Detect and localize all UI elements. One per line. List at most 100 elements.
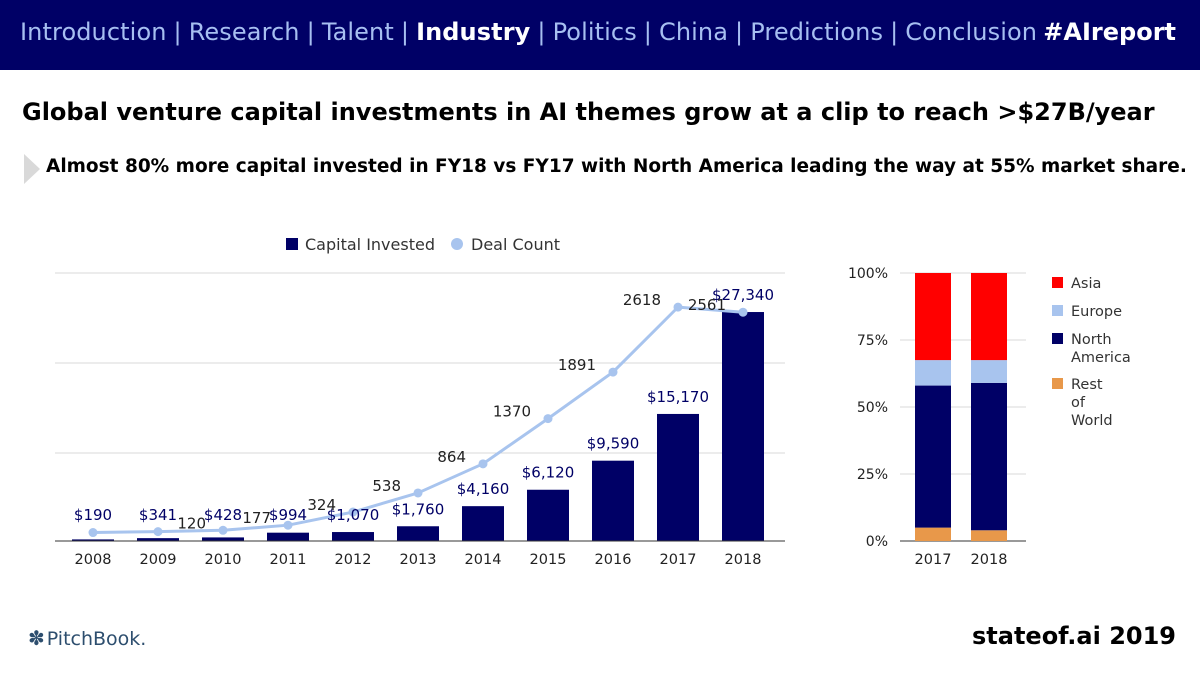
point-deal-count-2018 bbox=[738, 307, 748, 317]
legend-swatch-capital-invested bbox=[286, 238, 298, 250]
data-label-capital-2012: $1,070 bbox=[327, 506, 380, 524]
nav-item-talent[interactable]: Talent bbox=[321, 18, 394, 46]
stacked-legend-swatch-asia bbox=[1052, 277, 1063, 288]
stacked-legend-label-north-america: North America bbox=[1071, 332, 1131, 366]
stacked-segment-rest-of-world-2017 bbox=[915, 527, 951, 541]
stacked-segment-europe-2018 bbox=[971, 360, 1007, 383]
data-label-deal-count-2012: 324 bbox=[307, 496, 336, 514]
nav-item-politics[interactable]: Politics bbox=[552, 18, 637, 46]
bar-capital-2014 bbox=[462, 506, 504, 541]
nav-separator: | bbox=[890, 18, 899, 46]
data-label-capital-2013: $1,760 bbox=[392, 500, 445, 518]
bar-capital-2013 bbox=[397, 526, 439, 541]
data-label-capital-2011: $994 bbox=[269, 506, 307, 524]
data-label-deal-count-2014: 864 bbox=[437, 448, 466, 466]
x-tick-2017: 2017 bbox=[660, 552, 697, 568]
stacked-y-tick: 25% bbox=[857, 467, 888, 483]
data-label-capital-2008: $190 bbox=[74, 506, 112, 524]
footer-brand: stateof.ai 2019 bbox=[971, 622, 1176, 650]
pitchbook-logo-text: PitchBook. bbox=[46, 628, 147, 650]
x-tick-2014: 2014 bbox=[465, 552, 502, 568]
stacked-legend-swatch-europe bbox=[1052, 305, 1063, 316]
point-deal-count-2010 bbox=[218, 525, 228, 535]
x-tick-2008: 2008 bbox=[75, 552, 112, 568]
stacked-legend-label-line: of bbox=[1071, 395, 1086, 411]
stacked-legend-label-asia: Asia bbox=[1071, 276, 1101, 292]
pitchbook-logo: ✽ PitchBook. bbox=[28, 626, 146, 650]
nav-item-introduction[interactable]: Introduction bbox=[20, 18, 167, 46]
point-deal-count-2008 bbox=[88, 528, 98, 538]
x-tick-2016: 2016 bbox=[595, 552, 632, 568]
nav-separator: | bbox=[735, 18, 744, 46]
point-deal-count-2017 bbox=[673, 302, 683, 312]
nav-separator: | bbox=[537, 18, 546, 46]
data-label-deal-count-2013: 538 bbox=[372, 477, 401, 495]
data-label-deal-count-2015: 1370 bbox=[493, 403, 531, 421]
stacked-segment-north-america-2018 bbox=[971, 382, 1007, 531]
x-tick-2009: 2009 bbox=[140, 552, 177, 568]
bar-capital-2010 bbox=[202, 537, 244, 541]
stacked-x-tick-2017: 2017 bbox=[915, 552, 952, 568]
data-label-deal-count-2016: 1891 bbox=[558, 356, 596, 374]
point-deal-count-2012 bbox=[348, 507, 358, 517]
stacked-x-tick-2018: 2018 bbox=[971, 552, 1008, 568]
bar-capital-2008 bbox=[72, 539, 114, 541]
section-nav: Introduction | Research | Talent | Industry | Po… bbox=[20, 18, 1037, 46]
stacked-legend-label-europe: Europe bbox=[1071, 304, 1122, 320]
bar-capital-2018 bbox=[722, 312, 764, 541]
bar-capital-2012 bbox=[332, 532, 374, 541]
stacked-segment-europe-2017 bbox=[915, 360, 951, 386]
deal-count-line bbox=[92, 305, 744, 535]
point-deal-count-2015 bbox=[543, 414, 553, 424]
bar-capital-2016 bbox=[592, 460, 634, 541]
point-deal-count-2009 bbox=[153, 527, 163, 537]
data-label-capital-2017: $15,170 bbox=[647, 388, 709, 406]
x-tick-2011: 2011 bbox=[270, 552, 307, 568]
point-deal-count-2011 bbox=[283, 520, 293, 530]
stacked-segment-rest-of-world-2018 bbox=[971, 530, 1007, 541]
data-label-deal-count-2010: 120 bbox=[177, 514, 206, 532]
page-title: Global venture capital investments in AI… bbox=[22, 98, 1155, 126]
nav-item-research[interactable]: Research bbox=[188, 18, 300, 46]
nav-item-conclusion[interactable]: Conclusion bbox=[905, 18, 1038, 46]
stacked-y-tick: 50% bbox=[857, 400, 888, 416]
stacked-legend-label-line: World bbox=[1071, 413, 1113, 429]
data-label-capital-2014: $4,160 bbox=[457, 480, 510, 498]
data-label-deal-count-2018: 2561 bbox=[688, 296, 726, 314]
nav-separator: | bbox=[643, 18, 652, 46]
x-tick-2010: 2010 bbox=[205, 552, 242, 568]
hashtag-label: #AIreport bbox=[1043, 18, 1176, 46]
stacked-legend-label-line: North bbox=[1071, 332, 1112, 348]
x-tick-2012: 2012 bbox=[335, 552, 372, 568]
bar-capital-2009 bbox=[137, 538, 179, 541]
x-tick-2018: 2018 bbox=[725, 552, 762, 568]
nav-separator: | bbox=[306, 18, 315, 46]
bar-capital-2011 bbox=[267, 532, 309, 541]
nav-separator: | bbox=[173, 18, 182, 46]
stacked-segment-asia-2018 bbox=[971, 273, 1007, 361]
data-label-capital-2018: $27,340 bbox=[712, 286, 774, 304]
stacked-legend-label-line: America bbox=[1071, 350, 1131, 366]
data-label-capital-2009: $341 bbox=[139, 506, 177, 524]
nav-item-china[interactable]: China bbox=[658, 18, 729, 46]
point-deal-count-2014 bbox=[478, 459, 488, 469]
data-label-capital-2016: $9,590 bbox=[587, 435, 640, 453]
stacked-y-tick: 0% bbox=[866, 534, 888, 550]
data-label-capital-2010: $428 bbox=[204, 506, 242, 524]
bar-capital-2015 bbox=[527, 489, 569, 541]
point-deal-count-2013 bbox=[413, 488, 423, 498]
stacked-y-tick: 100% bbox=[848, 266, 888, 282]
top-navigation: Introduction | Research | Talent | Industry | Po… bbox=[0, 0, 1200, 70]
stacked-legend-label-line: Rest bbox=[1071, 377, 1103, 393]
stacked-legend-swatch-north-america bbox=[1052, 333, 1063, 344]
data-label-capital-2015: $6,120 bbox=[522, 464, 575, 482]
stacked-legend-label-rest-of-world: Rest of World bbox=[1071, 377, 1113, 429]
data-label-deal-count-2017: 2618 bbox=[623, 291, 661, 309]
data-label-deal-count-2011: 177 bbox=[242, 509, 271, 527]
chevron-right-icon bbox=[24, 154, 40, 184]
nav-item-predictions[interactable]: Predictions bbox=[750, 18, 884, 46]
nav-item-industry[interactable]: Industry bbox=[416, 18, 531, 46]
stacked-legend-swatch-rest-of-world bbox=[1052, 378, 1063, 389]
x-tick-2015: 2015 bbox=[530, 552, 567, 568]
